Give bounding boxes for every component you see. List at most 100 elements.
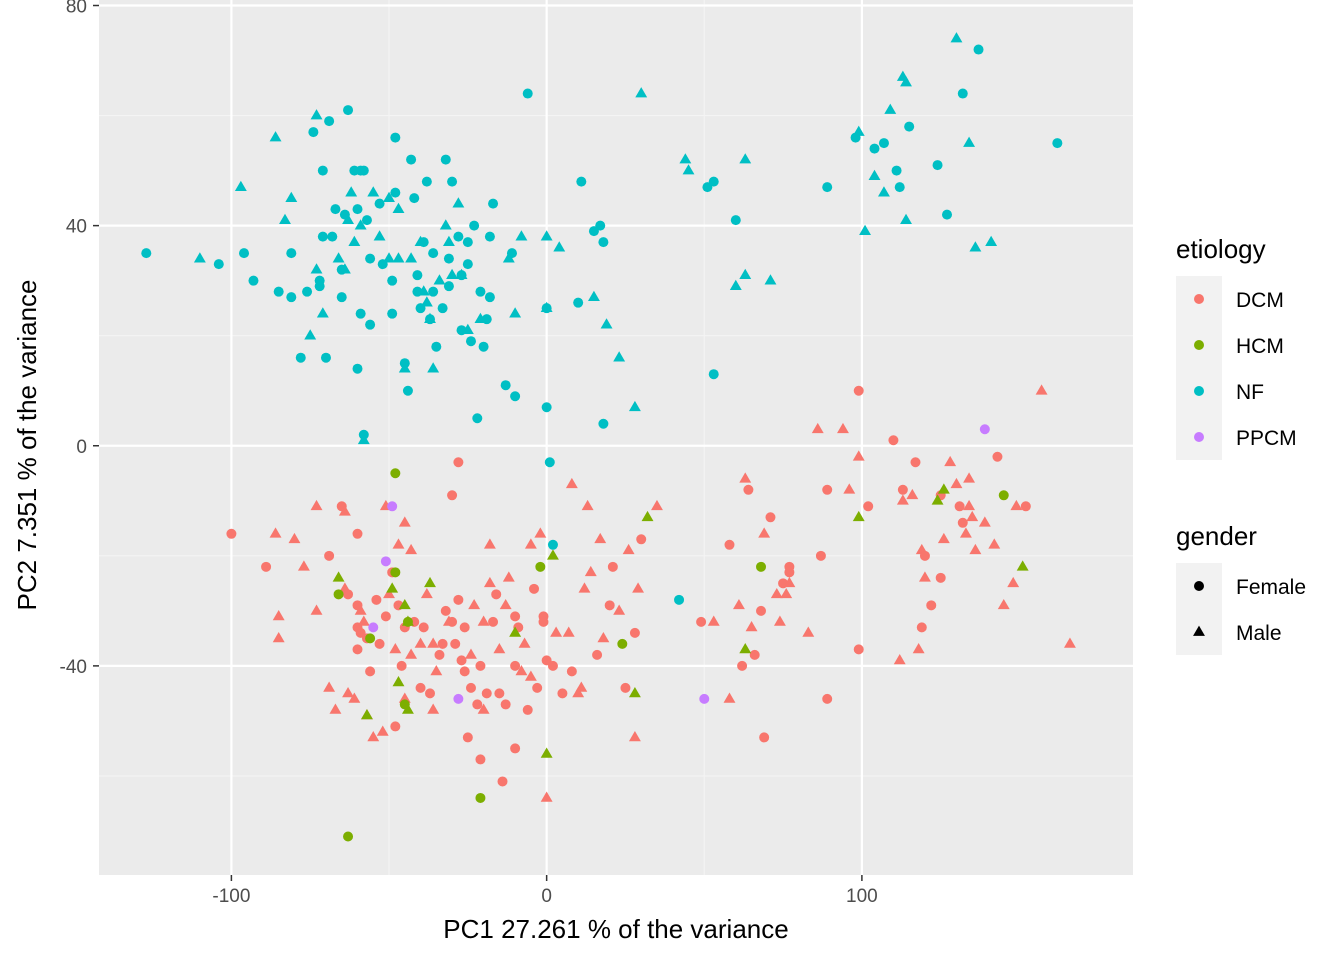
point-dcm-male: [1007, 576, 1020, 588]
point-dcm-male: [515, 664, 528, 676]
point-nf-male: [427, 362, 440, 373]
point-dcm-female: [352, 644, 363, 655]
point-dcm-male: [348, 692, 361, 703]
point-dcm-male: [811, 422, 824, 434]
point-dcm-male: [540, 791, 553, 802]
point-nf-female: [447, 176, 458, 187]
point-nf-female: [428, 286, 439, 297]
point-dcm-male: [483, 538, 496, 549]
legend-key-male: [1193, 625, 1205, 636]
point-nf-female: [465, 336, 476, 347]
legend-shape-keys: Female Male: [1176, 563, 1306, 655]
point-nf-female: [506, 248, 517, 259]
point-hcm-female: [333, 589, 344, 600]
point-dcm-male: [502, 571, 515, 582]
point-dcm-male: [966, 510, 979, 522]
point-dcm-male: [414, 637, 427, 648]
legend-key-dcm: [1194, 294, 1204, 304]
x-tick-label: 100: [846, 886, 878, 907]
point-dcm-male: [367, 731, 380, 742]
point-nf-male: [373, 230, 386, 241]
point-nf-female: [598, 418, 609, 429]
point-hcm-male: [739, 642, 752, 654]
point-dcm-male: [499, 598, 512, 610]
point-hcm-female: [365, 633, 376, 644]
point-nf-male: [900, 76, 912, 87]
point-dcm-female: [897, 484, 908, 495]
point-dcm-male: [918, 571, 931, 582]
point-nf-female: [428, 248, 439, 259]
legend-key-female: [1194, 581, 1204, 591]
y-tick-label: 40: [66, 217, 87, 238]
point-dcm-male: [524, 670, 537, 681]
point-dcm-male: [420, 587, 433, 599]
point-nf-female: [343, 105, 354, 116]
point-dcm-female: [475, 660, 486, 671]
y-tick-label: 80: [66, 0, 87, 18]
point-dcm-female: [926, 600, 937, 611]
point-dcm-female: [450, 638, 461, 649]
point-dcm-male: [622, 543, 635, 555]
point-nf-female: [355, 308, 366, 319]
point-nf-female: [522, 88, 533, 99]
point-dcm-female: [815, 550, 826, 561]
point-nf-male: [739, 153, 752, 164]
point-nf-female: [412, 270, 423, 281]
point-nf-male: [383, 191, 395, 202]
point-dcm-male: [978, 516, 991, 527]
point-hcm-male: [509, 626, 522, 637]
point-nf-male: [969, 241, 982, 252]
point-nf-female: [213, 259, 224, 270]
point-dcm-male: [272, 631, 285, 643]
point-ppcm-female: [699, 693, 710, 704]
point-dcm-female: [547, 660, 558, 671]
point-nf-male: [455, 268, 468, 279]
point-nf-male: [193, 252, 206, 263]
point-nf-female: [387, 308, 398, 319]
point-dcm-male: [468, 598, 481, 610]
point-dcm-male: [584, 565, 597, 577]
point-dcm-female: [459, 666, 470, 677]
point-dcm-male: [1063, 637, 1076, 648]
point-dcm-male: [310, 604, 323, 615]
legend-key-ppcm: [1194, 432, 1204, 442]
x-tick-label: 0: [541, 886, 552, 907]
point-nf-female: [484, 292, 495, 303]
point-hcm-male: [937, 483, 950, 494]
point-nf-male: [502, 252, 515, 263]
point-nf-female: [387, 275, 398, 286]
point-nf-female: [317, 165, 328, 176]
point-nf-female: [302, 286, 313, 297]
point-dcm-female: [396, 660, 407, 671]
point-nf-male: [442, 235, 455, 246]
point-hcm-female: [475, 792, 486, 803]
point-nf-male: [417, 285, 430, 296]
point-nf-female: [374, 198, 385, 209]
point-hcm-male: [931, 494, 944, 505]
point-dcm-female: [390, 721, 401, 732]
legend: etiology DCM HCM NF PPCM gender Female Male: [1176, 234, 1306, 655]
point-nf-male: [338, 263, 351, 274]
point-nf-male: [515, 230, 528, 241]
point-dcm-male: [1035, 384, 1048, 395]
point-nf-male: [424, 312, 436, 324]
point-dcm-female: [919, 550, 930, 561]
point-nf-female: [141, 248, 152, 259]
point-dcm-female: [607, 561, 618, 572]
point-nf-female: [443, 253, 454, 264]
point-nf-female: [478, 341, 489, 352]
point-nf-female: [308, 127, 319, 138]
point-nf-female: [488, 198, 499, 209]
point-nf-female: [891, 165, 902, 176]
point-hcm-male: [386, 582, 399, 593]
point-nf-male: [868, 169, 881, 180]
point-dcm-male: [802, 626, 815, 637]
point-dcm-female: [510, 743, 521, 754]
point-dcm-male: [739, 472, 752, 483]
point-nf-male: [269, 131, 282, 142]
point-nf-female: [327, 231, 338, 242]
point-nf-female: [402, 385, 413, 396]
point-dcm-female: [434, 649, 445, 660]
point-hcm-male: [1016, 560, 1029, 571]
point-nf-male: [279, 213, 291, 224]
